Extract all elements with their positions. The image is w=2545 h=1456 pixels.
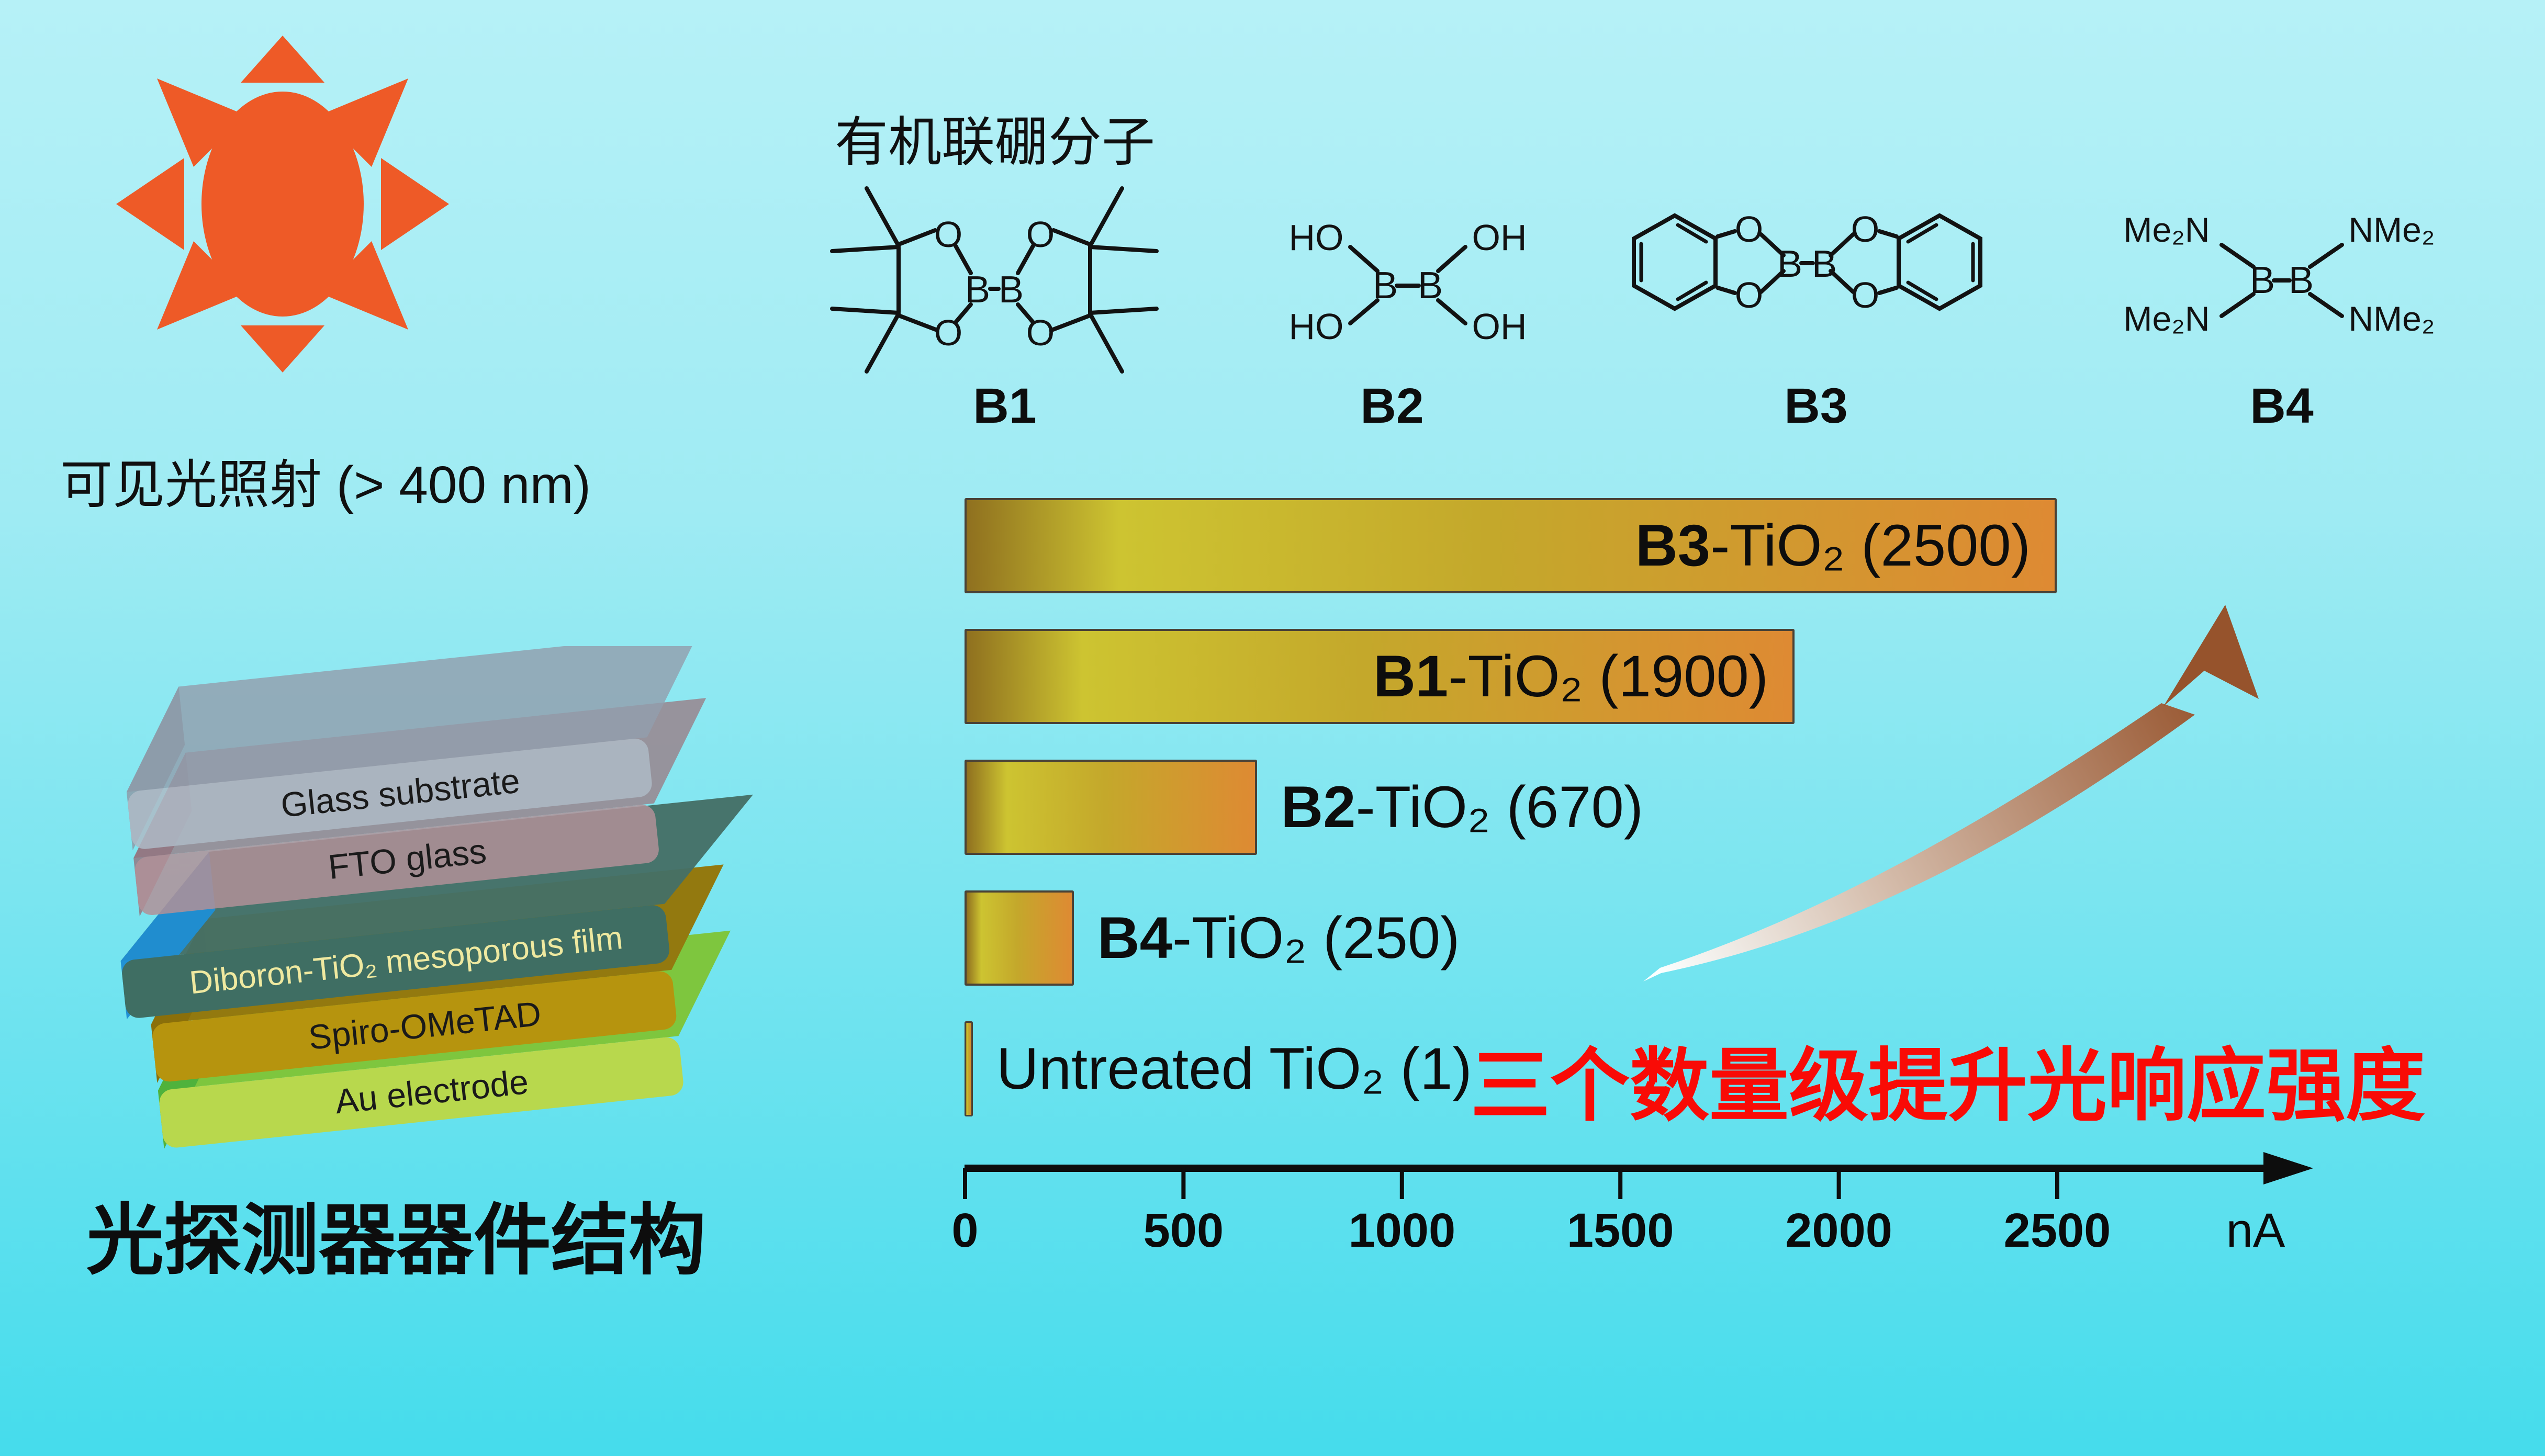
b2-hydroxyl-label: OH [1472,217,1527,258]
b1-oxygen-label: O [934,312,962,353]
bar-2 [965,629,1795,724]
x-tick-label-2500: 2500 [2003,1204,2111,1257]
sun-ray-tl [157,78,245,167]
b2-hydroxyl-label: HO [1289,217,1344,258]
b3-oxygen-label: O [1735,209,1763,250]
molecule-name-b2: B2 [1360,378,1424,434]
annotation: 三个数量级提升光响应强度 [1471,1042,2425,1131]
bar-label-rest: -TiO₂ (1900) [1448,644,1769,709]
b3-oxygen-label: O [1851,209,1879,250]
b4-amine-label: NMe₂ [2349,210,2435,249]
bar-4 [965,890,1074,986]
trend-arrow-shaft [1643,703,2195,981]
bar-1 [965,498,2057,593]
b3-oxygen-label: O [1851,275,1879,315]
b4-boron-label: B [2289,259,2314,301]
x-tick-label-0: 0 [951,1204,979,1257]
b4-amine-label: NMe₂ [2349,299,2435,338]
layer-front-face [134,805,659,915]
x-tick-label-500: 500 [1143,1204,1224,1257]
bar-label-5: Untreated TiO₂ (1) [996,1021,1472,1116]
x-axis [963,1152,2313,1199]
device-layer-1: Glass substrate [126,646,699,851]
bar-label-rest: -TiO₂ (670) [1355,774,1644,840]
sun-icon [116,36,449,373]
b4-amine-label: Me₂N [2124,210,2210,249]
b3-oxygen-label: O [1735,275,1763,315]
visible-light-caption: 可见光照射 (> 400 nm) [60,456,591,514]
bar-label-4: B4-TiO₂ (250) [1097,890,1460,986]
b4-amine-label: Me₂N [2124,299,2210,338]
b1-oxygen-label: O [1026,312,1055,353]
bar-label-1: B3-TiO₂ (2500) [965,498,2031,593]
b2-boron-label: B [1418,265,1443,307]
b1-oxygen-label: O [934,214,962,255]
sun-ray-left [116,158,184,250]
bar-label-prefix: B4 [1097,905,1172,970]
sun-core [201,92,364,317]
sun-ray-top [241,36,324,83]
layer-front-face [152,971,677,1082]
layer-front-face [128,738,652,849]
bar-label-rest: Untreated TiO₂ (1) [996,1036,1472,1101]
layer-top-face [126,646,699,792]
b3-boron-label: B [1777,243,1802,285]
molecule-name-b1: B1 [973,378,1037,434]
bar-5 [965,1021,973,1116]
trend-arrow-head [2163,605,2259,706]
bar-label-rest: -TiO₂ (2500) [1710,513,2031,578]
b1-boron-label: B [965,269,990,311]
bar-label-prefix: B3 [1635,513,1711,578]
trend-arrow [1643,605,2259,981]
x-tick-label-1500: 1500 [1566,1204,1674,1257]
molecule-name-b4: B4 [2250,378,2314,434]
x-tick-label-2000: 2000 [1785,1204,1892,1257]
bar-label-3: B2-TiO₂ (670) [1281,760,1643,855]
molecule-name-b3: B3 [1784,378,1848,434]
bar-label-rest: -TiO₂ (250) [1172,905,1460,970]
b2-boron-label: B [1373,265,1398,307]
device-caption: 光探测器器件结构 [86,1198,706,1284]
bar-label-prefix: B1 [1373,644,1449,709]
bar-label-prefix: B2 [1281,774,1356,840]
molecule-b3-structure: O O O O B B [1632,209,1982,315]
sun-ray-bottom [241,325,324,373]
b1-boron-label: B [999,269,1024,311]
molecule-b4-structure: Me₂N NMe₂ Me₂N NMe₂ B B [2124,210,2435,338]
layer-front-face [159,1037,683,1148]
sun-ray-bl [157,241,245,330]
molecules-title: 有机联硼分子 [835,112,1155,172]
layer-front-face [122,905,670,1018]
b4-boron-label: B [2250,259,2275,301]
bar-label-2: B1-TiO₂ (1900) [965,629,1768,724]
sun-ray-tr [320,78,408,167]
molecule-b2-structure: HO OH HO OH B B [1289,217,1527,347]
bar-3 [965,760,1258,855]
b3-boron-label: B [1812,243,1837,285]
x-axis-unit-label: nA [2226,1204,2285,1257]
sun-ray-br [320,241,408,330]
molecule-b1-structure: O O O O B B [830,186,1159,374]
sun-ray-right [381,158,449,250]
x-axis-arrowhead [2263,1152,2313,1184]
b1-oxygen-label: O [1026,214,1055,255]
b2-hydroxyl-label: HO [1289,306,1344,347]
x-tick-label-1000: 1000 [1348,1204,1456,1257]
b2-hydroxyl-label: OH [1472,306,1527,347]
